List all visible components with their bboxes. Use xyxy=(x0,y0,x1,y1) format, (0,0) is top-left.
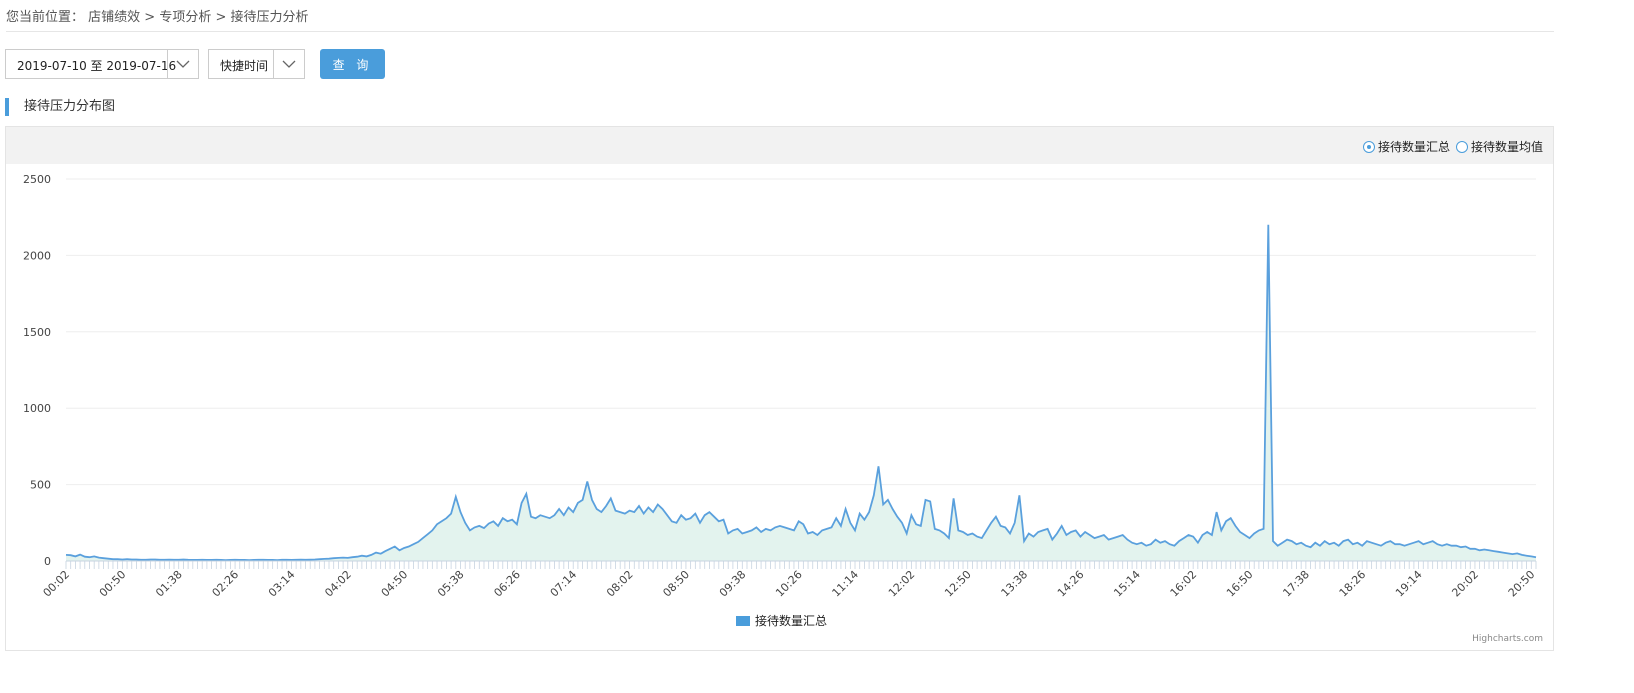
quick-time-select[interactable]: 快捷时间 xyxy=(208,49,305,79)
chart-credit[interactable]: Highcharts.com xyxy=(1472,634,1543,644)
x-tick-label: 08:50 xyxy=(660,568,692,600)
x-tick-label: 19:14 xyxy=(1393,568,1425,600)
x-tick-label: 16:02 xyxy=(1168,568,1200,600)
date-range-value: 2019-07-10 至 2019-07-16 xyxy=(17,59,177,73)
x-tick-label: 14:26 xyxy=(1055,568,1087,600)
x-tick-label: 00:50 xyxy=(97,568,129,600)
x-tick-label: 08:02 xyxy=(604,568,636,600)
radio-sum-dot[interactable] xyxy=(1362,140,1375,153)
query-button[interactable]: 查 询 xyxy=(320,49,385,79)
radio-sum[interactable]: 接待数量汇总 xyxy=(1362,138,1450,155)
date-range-dropdown-toggle[interactable] xyxy=(167,50,198,78)
x-tick-label: 12:02 xyxy=(886,568,918,600)
x-tick-label: 17:38 xyxy=(1280,568,1312,600)
x-tick-label: 09:38 xyxy=(717,568,749,600)
x-tick-label: 12:50 xyxy=(942,568,974,600)
x-tick-label: 16:50 xyxy=(1224,568,1256,600)
y-tick-label: 500 xyxy=(30,479,51,492)
area-chart: 0 500 1000 1500 2000 2500 00:02 00:50 01:38 02:2… xyxy=(23,173,1538,628)
y-tick-label: 2000 xyxy=(23,249,51,262)
x-tick-label: 06:26 xyxy=(491,568,523,600)
y-tick-label: 1500 xyxy=(23,326,51,339)
chevron-down-icon xyxy=(176,60,190,68)
date-range-select[interactable]: 2019-07-10 至 2019-07-16 xyxy=(5,49,199,79)
legend-swatch xyxy=(736,616,750,626)
x-tick-label: 13:38 xyxy=(999,568,1031,600)
header-divider xyxy=(6,31,1554,32)
x-tick-label: 03:14 xyxy=(266,568,298,600)
chart-toolbar: 接待数量汇总 接待数量均值 xyxy=(6,127,1553,164)
quick-time-value: 快捷时间 xyxy=(220,59,269,73)
y-tick-label: 1000 xyxy=(23,402,51,415)
legend-label[interactable]: 接待数量汇总 xyxy=(755,613,827,628)
x-tick-label: 00:02 xyxy=(41,568,73,600)
radio-avg[interactable]: 接待数量均值 xyxy=(1455,138,1543,155)
x-tick-label: 18:26 xyxy=(1337,568,1369,600)
x-tick-label: 20:50 xyxy=(1506,568,1538,600)
y-tick-label: 0 xyxy=(44,555,51,568)
series-area xyxy=(66,224,1536,562)
radio-avg-label: 接待数量均值 xyxy=(1470,140,1543,154)
x-tick-label: 11:14 xyxy=(830,568,862,600)
breadcrumb: 您当前位置： 店铺绩效 > 专项分析 > 接待压力分析 xyxy=(6,6,308,25)
x-tick-label: 10:26 xyxy=(773,568,805,600)
quick-time-dropdown-toggle[interactable] xyxy=(273,50,304,78)
x-tick-label: 01:38 xyxy=(153,568,185,600)
x-tick-label: 07:14 xyxy=(548,568,580,600)
chevron-down-icon xyxy=(282,60,296,68)
x-tick-label: 20:02 xyxy=(1449,568,1481,600)
chart-panel: 接待数量汇总 接待数量均值 0 500 1000 1500 2000 2500 00:02… xyxy=(5,126,1554,651)
series-line xyxy=(65,224,1537,562)
x-tick-label: 04:02 xyxy=(322,568,354,600)
breadcrumb-path[interactable]: 店铺绩效 > 专项分析 > 接待压力分析 xyxy=(88,10,309,25)
metric-radio-group: 接待数量汇总 接待数量均值 xyxy=(1357,138,1543,155)
x-tick-label: 15:14 xyxy=(1111,568,1143,600)
radio-avg-dot[interactable] xyxy=(1455,140,1468,153)
x-tick-label: 04:50 xyxy=(379,568,411,600)
section-title: 接待压力分布图 xyxy=(5,98,115,116)
radio-sum-label: 接待数量汇总 xyxy=(1377,140,1450,154)
breadcrumb-prefix: 您当前位置： xyxy=(6,10,85,25)
y-tick-label: 2500 xyxy=(23,173,51,186)
x-tick-label: 05:38 xyxy=(435,568,467,600)
x-tick-label: 02:26 xyxy=(210,568,242,600)
